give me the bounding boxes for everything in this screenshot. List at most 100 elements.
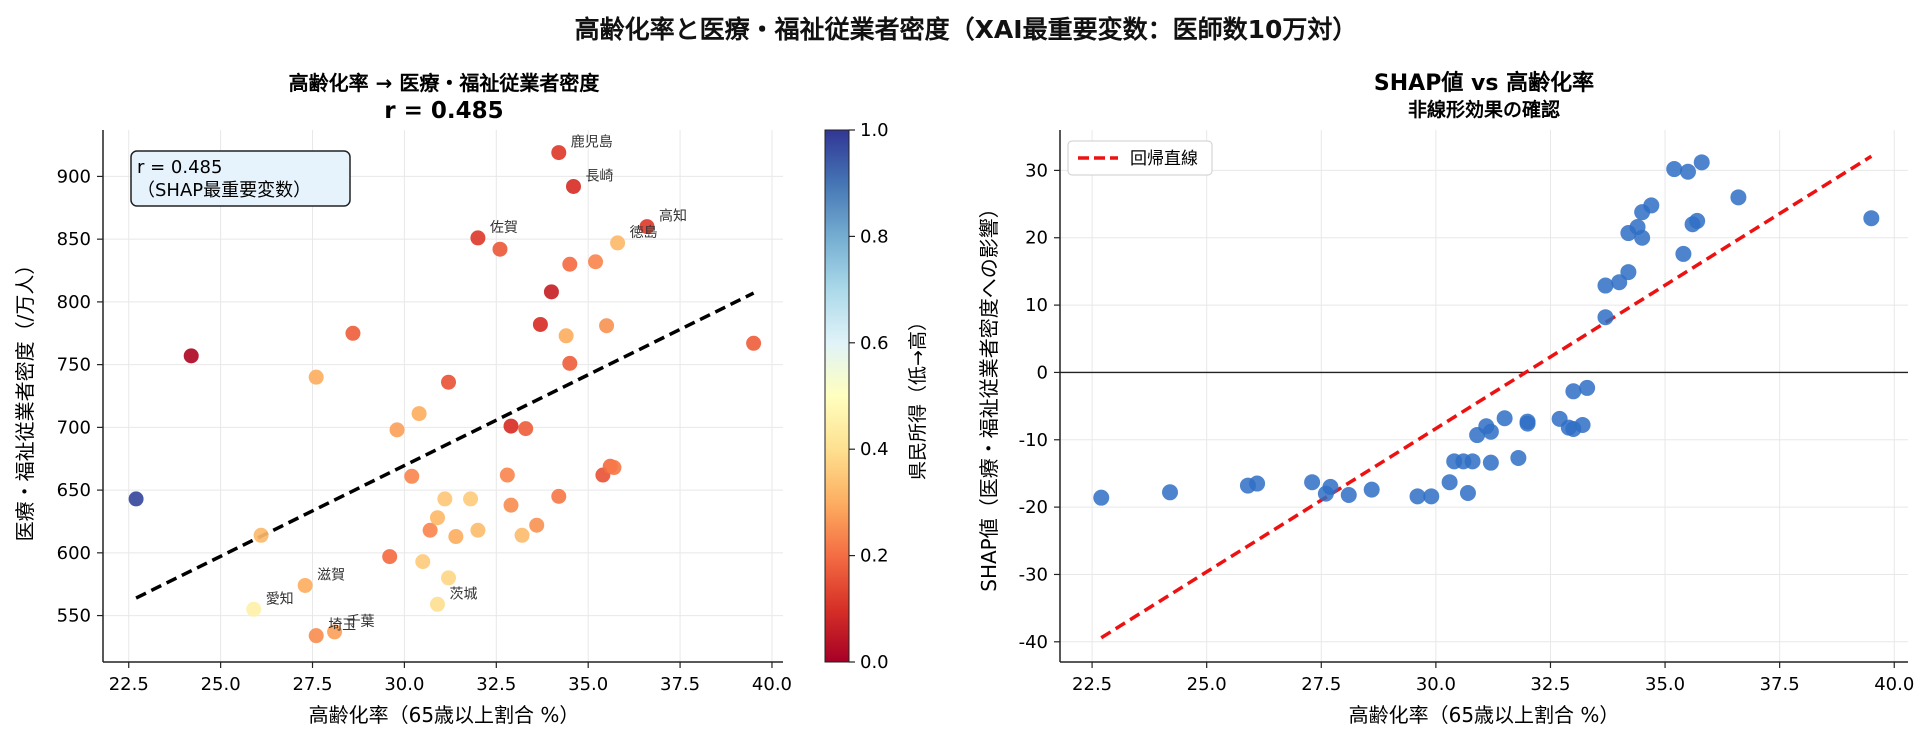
colorbar: 0.0 0.2 0.4 0.6 0.8 1.0 県民所得（低→高） (824, 120, 929, 673)
shap-point (1409, 488, 1426, 505)
shap-point (1304, 474, 1321, 491)
left-points (128, 145, 762, 644)
right-chart-panel: SHAP値 vs 高齢化率 非線形効果の確認 22.5 25.0 27.5 30.0 3… (977, 70, 1914, 727)
annotation-line-2: （SHAP最重要変数） (137, 180, 311, 201)
figure-title: 高齢化率と医療・福祉従業者密度（XAI最重要変数：医師数10万対） (574, 15, 1358, 44)
data-point (599, 318, 615, 334)
x-tick-label: 22.5 (109, 674, 149, 695)
data-point (308, 628, 324, 644)
shap-point (1675, 245, 1692, 262)
data-point (345, 325, 361, 341)
right-chart-title: SHAP値 vs 高齢化率 (1374, 70, 1594, 96)
data-point (327, 624, 343, 640)
data-point (422, 522, 438, 538)
data-point (562, 355, 578, 371)
left-tick-labels: 22.5 25.0 27.5 30.0 32.5 35.0 37.5 40.0 550 600 65… (57, 166, 792, 695)
right-x-axis-label: 高齢化率（65歳以上割合 %） (1349, 703, 1620, 727)
y-tick-label: 800 (57, 292, 91, 313)
shap-point (1482, 423, 1499, 440)
y-tick-label: 10 (1025, 295, 1048, 316)
y-tick-label: 550 (57, 606, 91, 627)
left-y-axis-label: 医療・福祉従業者密度（/万人） (13, 255, 37, 542)
point-label: 埼玉 (328, 618, 356, 634)
data-point (565, 178, 581, 194)
right-chart-subtitle: 非線形効果の確認 (1408, 98, 1560, 121)
data-point (543, 284, 559, 300)
data-point (429, 596, 445, 612)
data-point (411, 406, 427, 422)
data-point (551, 488, 567, 504)
left-x-axis-label: 高齢化率（65歳以上割合 %） (309, 703, 580, 727)
shap-point (1464, 453, 1481, 470)
data-point (532, 316, 548, 332)
shap-point (1597, 277, 1614, 294)
shap-point (1730, 189, 1747, 206)
data-point (441, 570, 457, 586)
data-point (404, 468, 420, 484)
y-tick-label: 850 (57, 229, 91, 250)
x-tick-label: 25.0 (1187, 674, 1227, 695)
shap-point (1519, 415, 1536, 432)
shap-point (1482, 454, 1499, 471)
data-point (470, 230, 486, 246)
data-point (503, 497, 519, 513)
left-chart-title: 高齢化率 → 医療・福祉従業者密度 (289, 71, 601, 95)
x-tick-label: 27.5 (1301, 674, 1341, 695)
regression-line-path (1100, 154, 1873, 640)
data-point (558, 328, 574, 344)
shap-point (1340, 486, 1357, 503)
y-tick-label: -30 (1019, 564, 1048, 585)
left-chart-subtitle: r = 0.485 (384, 98, 503, 124)
data-point (470, 522, 486, 538)
shap-point (1162, 484, 1179, 501)
legend: 回帰直線 (1067, 140, 1213, 176)
data-point (503, 418, 519, 434)
y-tick-label: -20 (1019, 497, 1048, 518)
data-point (382, 549, 398, 565)
data-point (253, 527, 269, 543)
data-point (128, 491, 144, 507)
shap-point (1093, 489, 1110, 506)
point-label: 滋賀 (317, 567, 345, 583)
shap-point (1496, 410, 1513, 427)
x-tick-label: 22.5 (1072, 674, 1112, 695)
x-tick-label: 40.0 (1874, 674, 1914, 695)
colorbar-tick-label: 0.2 (860, 546, 889, 567)
right-tick-labels: 22.5 25.0 27.5 30.0 32.5 35.0 37.5 40.0 -40 -30 -2… (1019, 160, 1915, 695)
data-point (246, 601, 262, 617)
point-label: 茨城 (449, 586, 477, 602)
x-tick-label: 37.5 (1760, 674, 1800, 695)
data-point (518, 421, 534, 437)
annotation-line-1: r = 0.485 (137, 157, 222, 178)
y-tick-label: 600 (57, 543, 91, 564)
y-tick-label: 0 (1037, 362, 1048, 383)
colorbar-tick-label: 1.0 (860, 120, 889, 141)
data-point (499, 467, 515, 483)
colorbar-label: 県民所得（低→高） (907, 312, 929, 480)
data-point (448, 529, 464, 545)
shap-point (1679, 163, 1696, 180)
x-tick-label: 32.5 (476, 674, 516, 695)
x-tick-label: 30.0 (384, 674, 424, 695)
shap-point (1620, 264, 1637, 281)
data-point (308, 369, 324, 385)
data-point (441, 374, 457, 390)
y-tick-label: -40 (1019, 632, 1048, 653)
data-point (588, 254, 604, 270)
shap-point (1574, 416, 1591, 433)
x-tick-label: 35.0 (1645, 674, 1685, 695)
point-label: 高知 (659, 208, 687, 225)
trend-line (135, 291, 755, 600)
x-tick-label: 27.5 (292, 674, 332, 695)
colorbar-tick-label: 0.8 (860, 226, 889, 247)
right-axes (1054, 130, 1908, 668)
data-point (514, 527, 530, 543)
data-point (551, 145, 567, 161)
colorbar-tick-label: 0.4 (860, 439, 889, 460)
x-tick-label: 35.0 (568, 674, 608, 695)
right-y-axis-label: SHAP値（医療・福祉従業者密度への影響） (977, 198, 1001, 591)
shap-point (1363, 481, 1380, 498)
